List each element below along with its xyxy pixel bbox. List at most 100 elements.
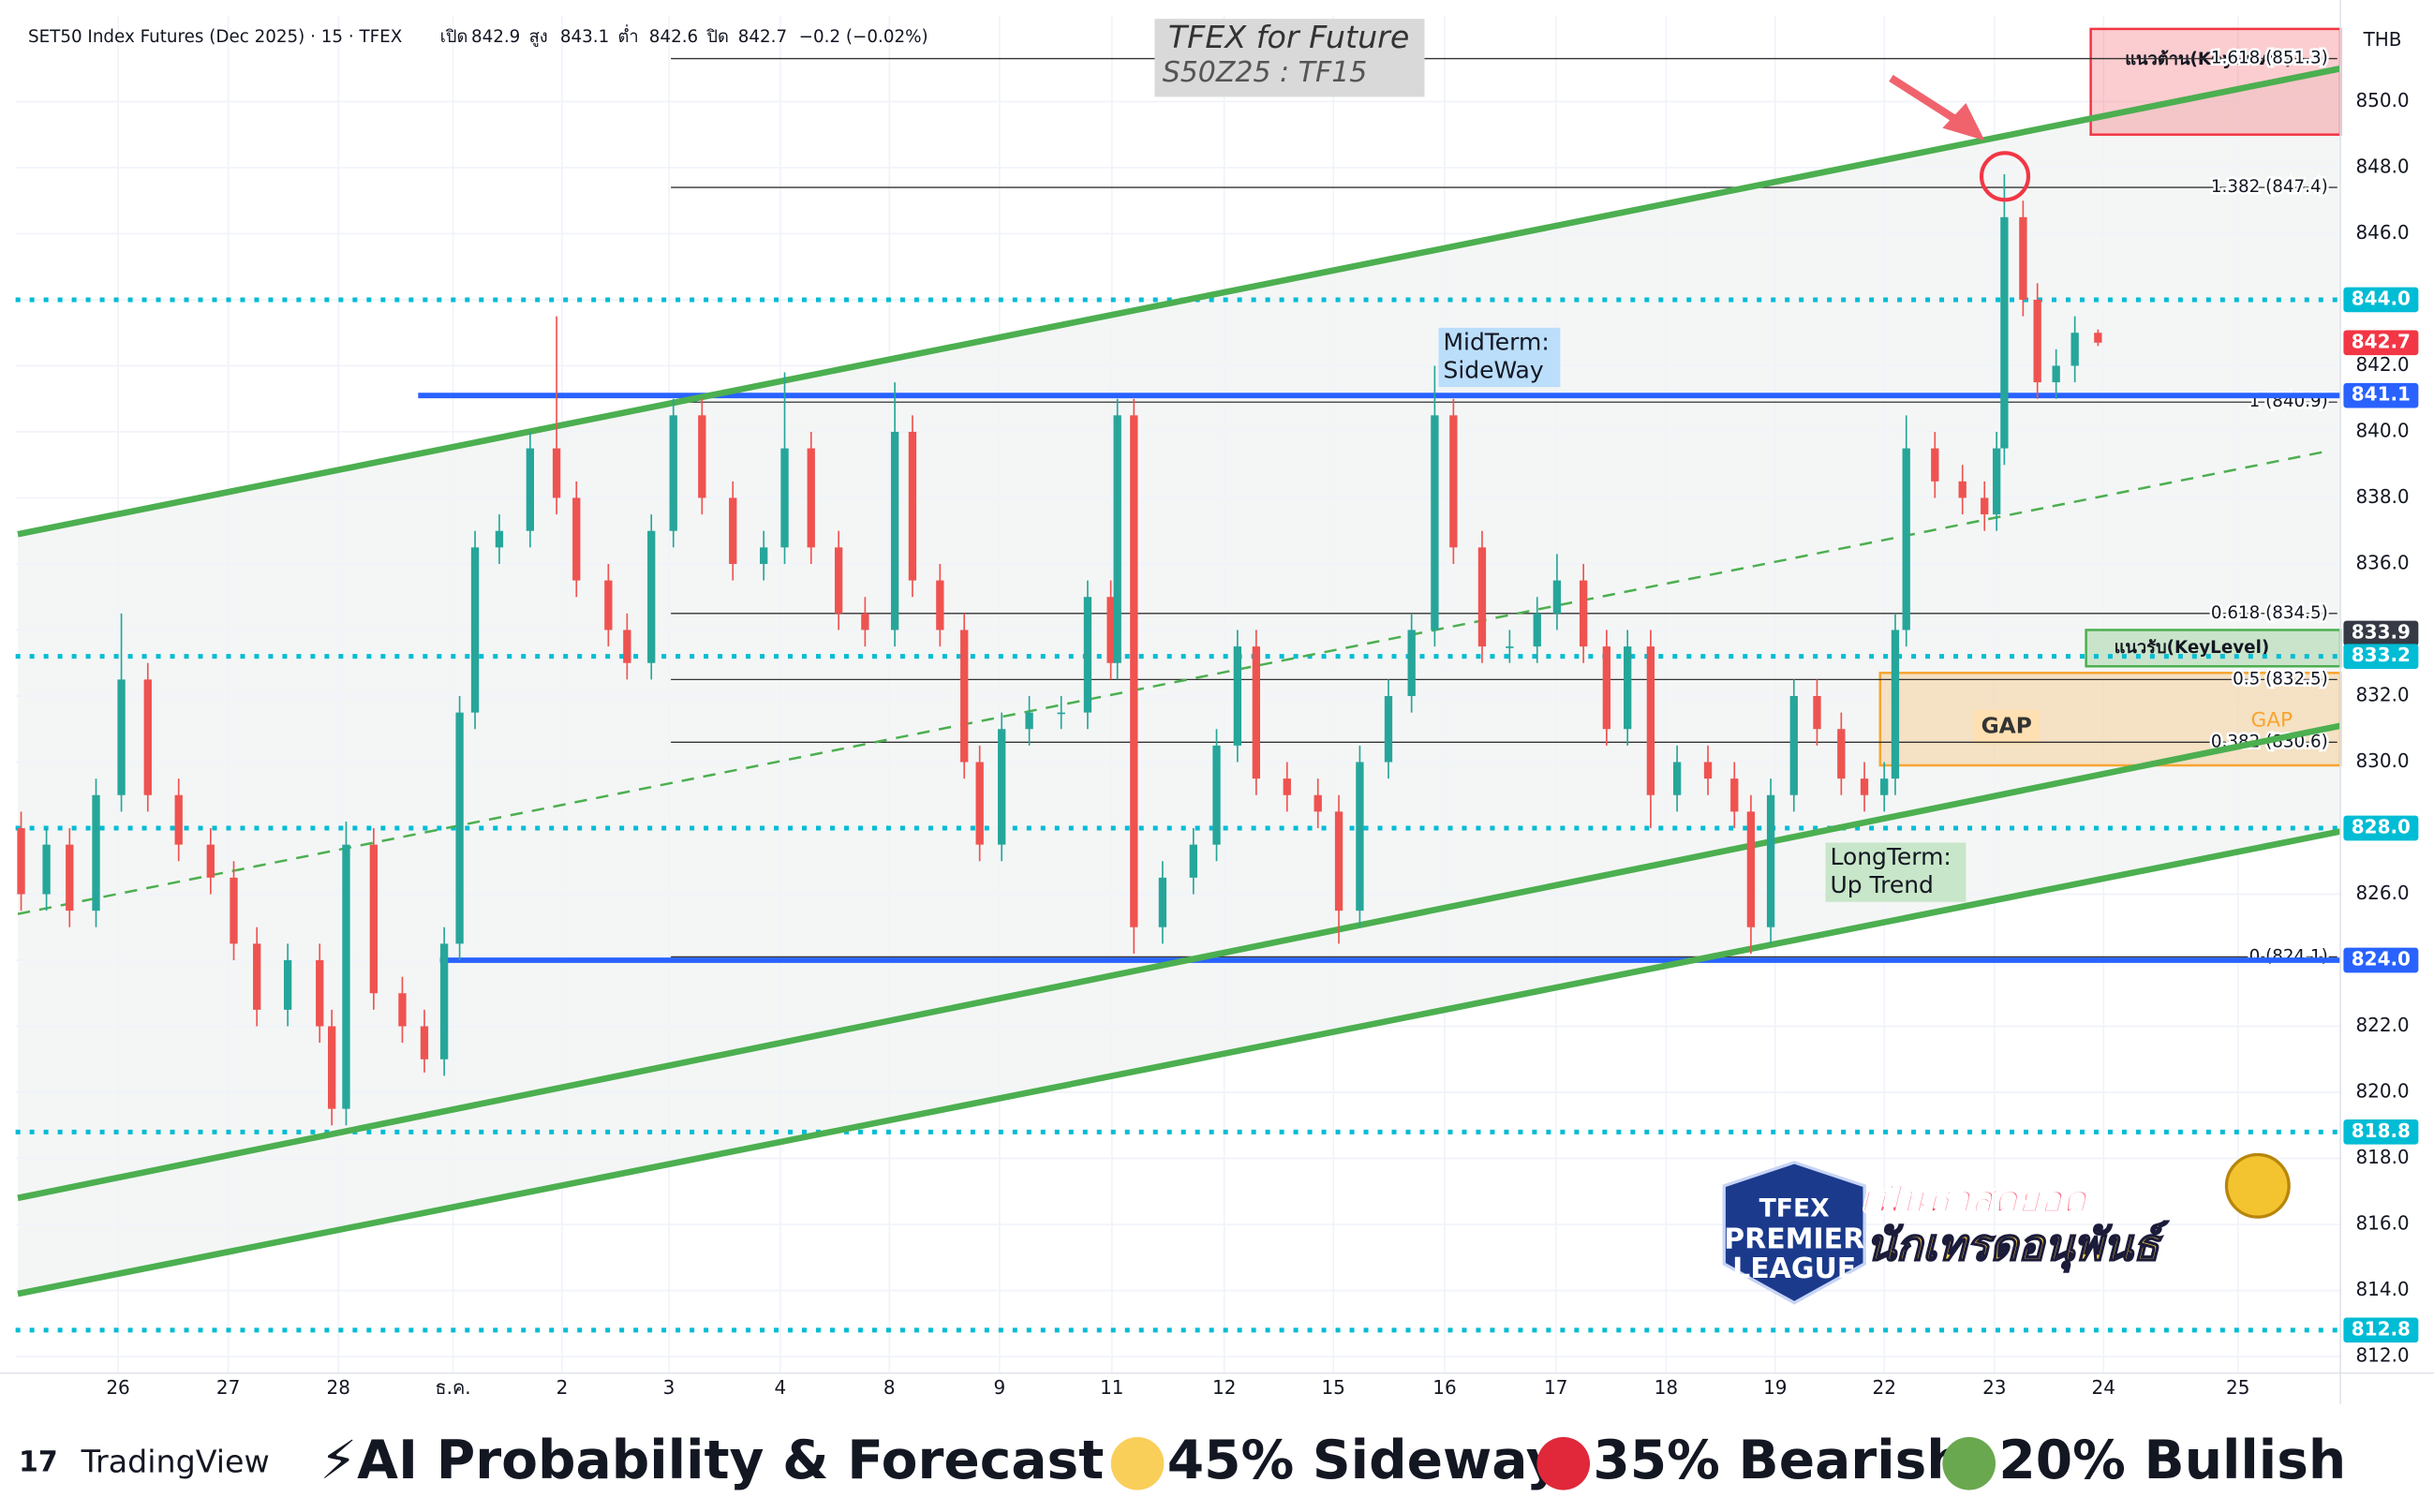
candle-body (2070, 333, 2079, 366)
candle-body (1189, 844, 1197, 878)
candle-body (1703, 762, 1713, 779)
candle-body (1646, 646, 1655, 795)
annotation-text: SideWay (1443, 356, 1543, 383)
x-tick-label: 19 (1763, 1376, 1787, 1399)
forecast-dot (1110, 1436, 1165, 1490)
y-tick-label: 832.0 (2355, 683, 2409, 705)
zone (2089, 27, 2342, 136)
change: −0.2 (−0.02%) (799, 27, 928, 47)
candle-body (1746, 811, 1756, 927)
price-tag (2343, 644, 2419, 669)
fib-label: 1.382 (847.4) (2211, 177, 2328, 197)
candle-body (604, 580, 613, 630)
trend-line (17, 828, 2341, 1297)
footer (0, 1412, 2434, 1512)
y-tick-label: 818.0 (2355, 1146, 2409, 1168)
y-tick-label: 812.0 (2355, 1344, 2409, 1367)
brand: TradingView (81, 1444, 270, 1480)
logo-shield (1722, 1161, 1866, 1305)
price-tag-label: 842.7 (2352, 330, 2411, 352)
forecast-text: 45% Sideway (1167, 1430, 1561, 1491)
candle-body (206, 844, 215, 878)
price-tag-label: 818.8 (2352, 1119, 2411, 1142)
candle-body (1449, 415, 1458, 548)
candle-body (1384, 695, 1393, 763)
candle-body (975, 762, 984, 845)
x-tick-label: 11 (1100, 1376, 1123, 1399)
candle-body (1837, 729, 1846, 779)
trend-line (17, 722, 2341, 1202)
logo-line: PREMIER (1724, 1223, 1864, 1256)
candle-body (455, 712, 464, 944)
candle-body (1407, 630, 1416, 696)
price-tag (2343, 382, 2419, 408)
candle-body (1579, 580, 1588, 647)
forecast-dot (1942, 1436, 1996, 1490)
candle-body (1602, 646, 1611, 730)
candle-body (760, 547, 768, 564)
annotation-text: MidTerm: (1443, 329, 1549, 356)
candle-body (1860, 778, 1869, 795)
logo-slogan: เฟ้นหาสุดยอด (1860, 1178, 2088, 1223)
price-tag (2343, 815, 2419, 841)
brand-mark: 17 (19, 1446, 58, 1479)
y-tick-label: 816.0 (2355, 1212, 2409, 1235)
candle-body (1130, 415, 1138, 927)
ohlc-value: 843.1 (560, 27, 609, 47)
candle-body (623, 630, 631, 663)
y-tick-label: 822.0 (2355, 1014, 2409, 1036)
price-tag-label: 833.9 (2352, 620, 2411, 643)
gap-label-bg (1973, 709, 2040, 745)
price-tag (2343, 287, 2419, 313)
ohlc-value: 842.7 (738, 27, 787, 47)
candle-body (1025, 712, 1033, 730)
candle-body (2094, 333, 2102, 343)
candle-body (1813, 695, 1821, 730)
candle-body (1252, 646, 1261, 779)
symbol: SET50 Index Futures (Dec 2025) · 15 · TF… (28, 27, 402, 47)
candle-body (342, 844, 350, 1109)
candle-body (369, 844, 378, 994)
candle-body (1672, 762, 1682, 795)
candle-body (1958, 481, 1966, 498)
candle-body (1212, 745, 1221, 845)
price-tag (2343, 1119, 2419, 1145)
candle-body (283, 960, 292, 1010)
currency: THB (2363, 28, 2402, 51)
candle-body (2000, 216, 2009, 449)
candle-body (936, 580, 944, 630)
candle-body (174, 794, 183, 845)
y-tick-label: 840.0 (2355, 419, 2409, 441)
candle-body (572, 497, 581, 581)
chart-subtitle: S50Z25 : TF15 (1163, 56, 1368, 89)
candle-body (1356, 762, 1364, 912)
candle-body (42, 844, 51, 895)
plot-area: แนวต้าน(KeyLevel) แนวรับ(KeyLevel) GAP GAP 1… (15, 15, 2342, 1373)
candle-body (1730, 778, 1739, 812)
candle-body (698, 415, 706, 498)
forecast-heading: ⚡AI Probability & Forecast : (319, 1430, 1143, 1491)
gap-note: GAP (2250, 709, 2293, 733)
title-box (1154, 19, 1425, 97)
x-tick-label: 24 (2092, 1376, 2115, 1399)
zone-label: แนวรับ(KeyLevel) (2115, 638, 2270, 658)
candle-body (998, 729, 1006, 845)
candle-body (908, 431, 917, 581)
candle-body (1431, 415, 1439, 630)
candle-body (253, 943, 261, 1010)
annotation-text: LongTerm: (1830, 843, 1951, 870)
y-tick-label: 848.0 (2355, 155, 2409, 177)
x-tick-label: 27 (216, 1376, 240, 1399)
ohlc-value: 842.9 (471, 27, 520, 47)
x-tick-label: 22 (1872, 1376, 1895, 1399)
candle-body (420, 1026, 429, 1060)
price-tag-label: 828.0 (2352, 815, 2411, 838)
ohlc-label: ปิด (705, 27, 729, 47)
forecast: 45% Sideway 35% Bearish 20% Bullish (1110, 1430, 2346, 1491)
annotation-box (1825, 842, 1966, 902)
header: SET50 Index Futures (Dec 2025) · 15 · TF… (28, 24, 928, 47)
x-tick-label: 25 (2226, 1376, 2249, 1399)
candle-body (470, 547, 480, 713)
chart-title: TFEX for Future (1168, 19, 1410, 55)
candle-body (1766, 794, 1775, 927)
